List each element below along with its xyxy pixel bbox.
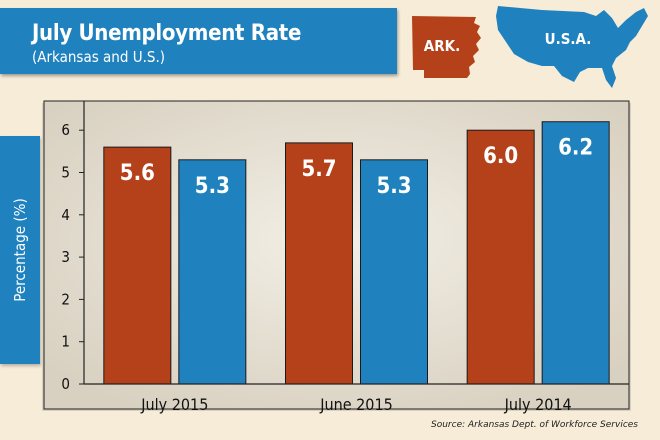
y-tick-label: 5 — [61, 164, 70, 182]
bar-value-label: 5.3 — [376, 174, 411, 199]
chart-subtitle: (Arkansas and U.S.) — [32, 48, 165, 66]
bar-value-label: 5.7 — [301, 157, 336, 182]
bar-value-label: 6.0 — [483, 144, 518, 169]
y-tick-label: 0 — [61, 375, 70, 393]
y-tick-label: 3 — [61, 248, 70, 266]
bar-value-label: 6.2 — [558, 136, 593, 161]
arkansas-map-icon: ARK. — [412, 16, 481, 78]
source-note: Source: Arkansas Dept. of Workforce Serv… — [431, 420, 638, 430]
y-tick-label: 4 — [61, 206, 70, 224]
bar — [285, 142, 353, 385]
x-tick-label: June 2015 — [319, 395, 393, 414]
usa-label: U.S.A. — [545, 30, 592, 48]
bar — [360, 159, 428, 385]
bar-value-label: 5.6 — [120, 161, 155, 186]
y-tick-label: 6 — [61, 121, 70, 139]
y-tick-label: 2 — [61, 290, 70, 308]
x-tick-label: July 2015 — [140, 395, 208, 414]
bar — [178, 159, 247, 385]
arkansas-label: ARK. — [424, 37, 460, 55]
bar — [541, 121, 610, 385]
y-axis-banner — [0, 136, 40, 364]
chart-title: July Unemployment Rate — [32, 21, 302, 46]
title-banner: July Unemployment Rate (Arkansas and U.S… — [0, 8, 397, 74]
bar — [466, 129, 535, 385]
usa-map-icon: U.S.A. — [496, 6, 648, 88]
y-tick-label: 1 — [61, 333, 70, 351]
x-tick-label: July 2014 — [504, 395, 572, 414]
bar — [103, 146, 172, 385]
bar-value-label: 5.3 — [195, 174, 230, 199]
